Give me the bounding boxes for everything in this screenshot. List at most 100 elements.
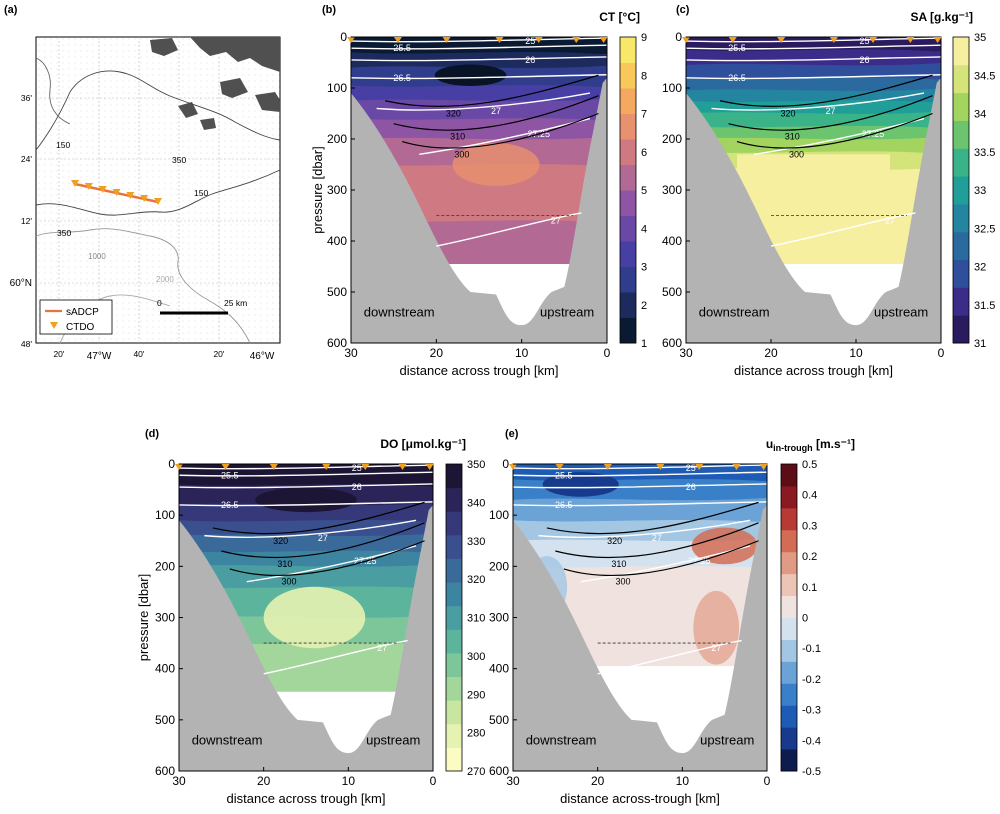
colorbar-swatch bbox=[781, 727, 797, 750]
do-contour-label: 320 bbox=[780, 109, 795, 119]
do-contour bbox=[212, 501, 425, 535]
station-marker bbox=[732, 464, 741, 470]
x-tick-label: 30 bbox=[344, 346, 358, 360]
colorbar-tick-label: 5 bbox=[641, 185, 647, 197]
sigma-contour-label: 25 bbox=[859, 36, 869, 46]
sigma-contour-label: 26 bbox=[686, 482, 696, 492]
field-d bbox=[179, 464, 433, 697]
station-marker bbox=[603, 464, 612, 470]
do-contour-label: 310 bbox=[277, 559, 292, 569]
y-tick-label: 0 bbox=[168, 457, 175, 471]
station-marker bbox=[495, 37, 504, 43]
colorbar-swatch bbox=[446, 487, 462, 512]
sigma-contour bbox=[686, 44, 941, 50]
x-tick-label: 20 bbox=[257, 774, 271, 788]
field-band bbox=[686, 77, 941, 93]
do-contour-label: 300 bbox=[789, 149, 804, 159]
colorbar-tick-label: 0.1 bbox=[802, 582, 817, 594]
colorbar-swatch bbox=[781, 639, 797, 662]
legend-sadcp-label: sADCP bbox=[66, 307, 99, 318]
sigma-contour-label: 26 bbox=[859, 55, 869, 65]
colorbar-swatch bbox=[620, 317, 636, 344]
sigma-contour bbox=[376, 92, 591, 111]
colorbar-tick-label: 0 bbox=[802, 613, 808, 625]
colorbar-tick-label: 0.2 bbox=[802, 551, 817, 563]
colorbar-tick-label: 7 bbox=[641, 109, 647, 121]
field-band bbox=[351, 51, 607, 70]
y-tick-label: 400 bbox=[662, 234, 682, 248]
y-tick-label: 0 bbox=[340, 30, 347, 44]
land-masses bbox=[150, 37, 280, 130]
x-tick-label: 20 bbox=[430, 346, 444, 360]
x-tick-label: 30 bbox=[172, 774, 186, 788]
colorbar-swatch bbox=[446, 652, 462, 678]
colorbar-tick-label: 350 bbox=[467, 459, 485, 471]
y-tick-label: 300 bbox=[489, 611, 509, 625]
sigma-contour-label: 26.5 bbox=[221, 500, 239, 510]
colorbar-swatch bbox=[781, 617, 797, 640]
x-tick-label: 20 bbox=[591, 774, 605, 788]
field-band bbox=[179, 533, 433, 553]
station-marker bbox=[347, 37, 355, 43]
field-band bbox=[686, 49, 941, 68]
bathymetry-contours bbox=[35, 57, 281, 344]
do-contour bbox=[555, 522, 759, 559]
lat-tick-1: 36' bbox=[21, 93, 32, 103]
colorbar-tick-label: 330 bbox=[467, 536, 485, 548]
map-legend: sADCP CTDO bbox=[39, 299, 113, 335]
colorbar-swatch bbox=[446, 629, 462, 654]
low-oxygen-core bbox=[263, 586, 366, 649]
y-tick-label: 100 bbox=[327, 81, 347, 95]
colorbar-swatch bbox=[620, 292, 636, 318]
lon-tick-5: 46°W bbox=[250, 351, 275, 362]
do-contour-label: 300 bbox=[616, 577, 631, 587]
sigma-contour-label: 25.5 bbox=[393, 43, 411, 53]
colorbar-tick-label: 33 bbox=[974, 185, 986, 197]
cold-core bbox=[434, 64, 507, 86]
sigma-contour bbox=[711, 92, 925, 111]
do-contour bbox=[546, 501, 759, 535]
panel-letter-c: (c) bbox=[676, 4, 690, 16]
colorbar-tick-label: 32 bbox=[974, 262, 986, 274]
sigma-contour bbox=[436, 212, 582, 247]
seafloor-bathymetry bbox=[686, 77, 941, 343]
colorbar-swatch bbox=[620, 62, 636, 89]
y-tick-label: 400 bbox=[327, 234, 347, 248]
do-contour bbox=[402, 112, 599, 149]
station-marker bbox=[534, 37, 543, 43]
y-tick-label: 500 bbox=[327, 285, 347, 299]
sigma-contour bbox=[580, 545, 751, 583]
y-tick-label: 500 bbox=[489, 713, 509, 727]
sigma-contour bbox=[686, 56, 941, 62]
colorbar-tick-label: 0.4 bbox=[802, 490, 817, 502]
y-tick-label: 200 bbox=[155, 559, 175, 573]
colorbar-tick-label: 300 bbox=[467, 651, 485, 663]
station-marker bbox=[695, 464, 704, 470]
colorbar-swatch bbox=[620, 37, 636, 63]
colorbar-swatch bbox=[781, 573, 797, 597]
field-band bbox=[351, 118, 607, 141]
colorbar-frame bbox=[952, 36, 970, 344]
scalebar-end: 25 km bbox=[224, 298, 247, 308]
colorbar-swatch bbox=[620, 215, 636, 242]
colorbar-swatch bbox=[620, 241, 636, 267]
colorbar-tick-label: 31.5 bbox=[974, 300, 995, 312]
sigma-contour-label: 25 bbox=[686, 463, 696, 473]
contour-label-150b: 150 bbox=[194, 188, 208, 198]
colorbar-tick-label: -0.3 bbox=[802, 705, 821, 717]
sigma-contour bbox=[204, 519, 417, 538]
sigma-contour bbox=[513, 483, 767, 489]
colorbar-tick-label: 270 bbox=[467, 766, 485, 778]
sigma-contour-label: 27 bbox=[377, 643, 387, 653]
inflow-deep bbox=[693, 590, 740, 665]
sigma-contour bbox=[513, 471, 767, 477]
do-contour-label: 310 bbox=[450, 131, 465, 141]
field-band bbox=[351, 37, 607, 55]
high-oxygen-core bbox=[255, 487, 357, 513]
colorbar-swatch bbox=[446, 747, 462, 772]
x-tick-label: 0 bbox=[938, 346, 945, 360]
station-marker bbox=[509, 464, 517, 470]
station-marker bbox=[906, 37, 915, 43]
